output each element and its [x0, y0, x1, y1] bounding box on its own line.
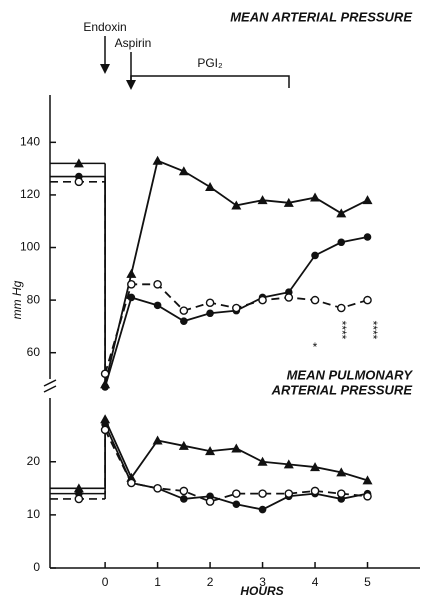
y-tick-label: 100: [20, 240, 40, 254]
annotation: ****: [366, 321, 380, 340]
marker: [152, 155, 163, 165]
marker: [101, 383, 109, 391]
marker: [310, 295, 320, 305]
marker: [180, 317, 188, 325]
marker: [178, 166, 189, 176]
marker: [153, 280, 162, 289]
marker: [73, 483, 84, 493]
marker: [205, 497, 215, 506]
marker: [336, 208, 347, 218]
series-line: [104, 283, 368, 374]
annotation: Endoxin: [83, 20, 126, 34]
marker: [205, 182, 216, 192]
marker: [258, 489, 267, 498]
y-tick-label: 0: [33, 560, 40, 574]
annotation: *: [313, 340, 318, 354]
marker: [232, 489, 241, 498]
annotation: Aspirin: [115, 36, 152, 50]
y-tick-label: 120: [20, 187, 40, 201]
x-tick-label: 4: [312, 575, 319, 589]
y-tick-label: 140: [20, 135, 40, 149]
marker: [257, 195, 268, 205]
marker: [231, 200, 242, 210]
marker: [100, 414, 111, 424]
y-tick-label: 60: [27, 345, 41, 359]
marker: [231, 443, 242, 453]
marker: [336, 303, 346, 313]
marker: [363, 233, 372, 241]
marker: [363, 491, 372, 501]
marker: [258, 295, 267, 305]
marker: [336, 467, 347, 477]
marker: [205, 446, 216, 456]
x-axis-label: HOURS: [240, 584, 283, 598]
marker: [336, 489, 346, 498]
marker: [311, 251, 319, 260]
marker: [205, 298, 215, 308]
marker: [362, 475, 373, 485]
marker: [127, 293, 136, 302]
marker: [153, 301, 162, 310]
marker: [310, 462, 321, 472]
marker: [178, 440, 189, 450]
bracket: [130, 75, 290, 88]
x-tick-label: 2: [207, 575, 214, 589]
marker: [337, 238, 346, 247]
y-axis-label: mm Hg: [10, 280, 24, 319]
marker: [74, 494, 84, 504]
marker: [180, 495, 188, 503]
chart-title: MEAN ARTERIAL PRESSURE: [230, 9, 412, 24]
marker: [179, 486, 189, 496]
marker: [74, 177, 84, 187]
chart-title: MEAN PULMONARY: [287, 367, 414, 382]
marker: [127, 478, 136, 488]
marker: [73, 158, 84, 168]
marker: [153, 484, 162, 493]
annotation: PGI₂: [197, 56, 223, 70]
annotation: ****: [335, 321, 349, 340]
marker: [100, 369, 110, 379]
marker: [127, 280, 136, 289]
marker: [257, 456, 268, 466]
marker: [126, 268, 137, 278]
marker: [362, 195, 373, 205]
x-tick-label: 0: [102, 575, 109, 589]
marker: [206, 309, 214, 318]
x-tick-label: 5: [364, 575, 371, 589]
marker: [232, 500, 241, 509]
axis-break: [43, 379, 57, 393]
marker: [284, 489, 294, 498]
marker: [283, 459, 294, 469]
marker: [152, 435, 163, 445]
marker: [283, 197, 294, 207]
marker: [232, 303, 241, 313]
series-line: [104, 159, 368, 385]
y-tick-label: 10: [27, 507, 41, 521]
marker: [363, 295, 372, 305]
marker: [258, 505, 267, 514]
chart-title: ARTERIAL PRESSURE: [271, 382, 413, 397]
marker: [100, 425, 110, 435]
marker: [284, 293, 294, 302]
arrow-head: [100, 64, 110, 74]
y-tick-label: 20: [27, 454, 41, 468]
y-tick-label: 80: [27, 292, 41, 306]
x-tick-label: 1: [154, 575, 161, 589]
marker: [179, 306, 189, 315]
marker: [310, 486, 320, 496]
marker: [310, 192, 321, 202]
x-tick-label: 3: [259, 575, 266, 589]
